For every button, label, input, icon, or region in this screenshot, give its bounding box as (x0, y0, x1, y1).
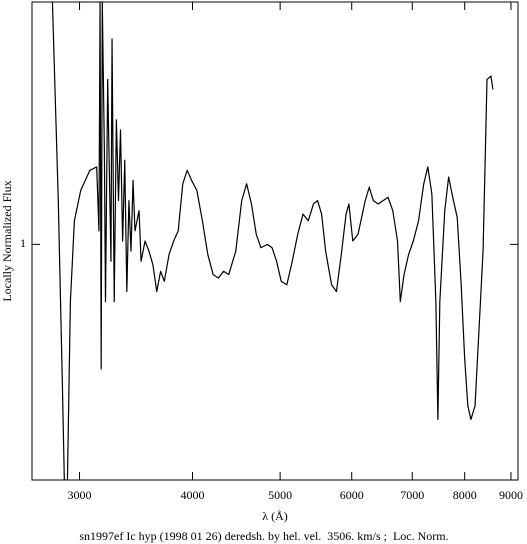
x-tick-label: 3000 (68, 488, 92, 502)
y-tick-label: 1 (20, 236, 26, 250)
x-tick-label: 6000 (340, 488, 364, 502)
x-axis-label: λ (Å) (262, 509, 287, 523)
chart-title: sn1997ef Ic hyp (1998 01 26) deredsh. by… (79, 529, 448, 543)
x-tick-label: 5000 (268, 488, 292, 502)
y-axis-label: Locally Normalized Flux (0, 180, 14, 301)
spectrum-line (51, 1, 494, 481)
x-tick-label: 9000 (499, 488, 523, 502)
x-tick-label: 7000 (400, 488, 424, 502)
x-tick-label: 4000 (181, 488, 205, 502)
x-tick-label: 8000 (453, 488, 477, 502)
plot-frame (31, 1, 519, 481)
